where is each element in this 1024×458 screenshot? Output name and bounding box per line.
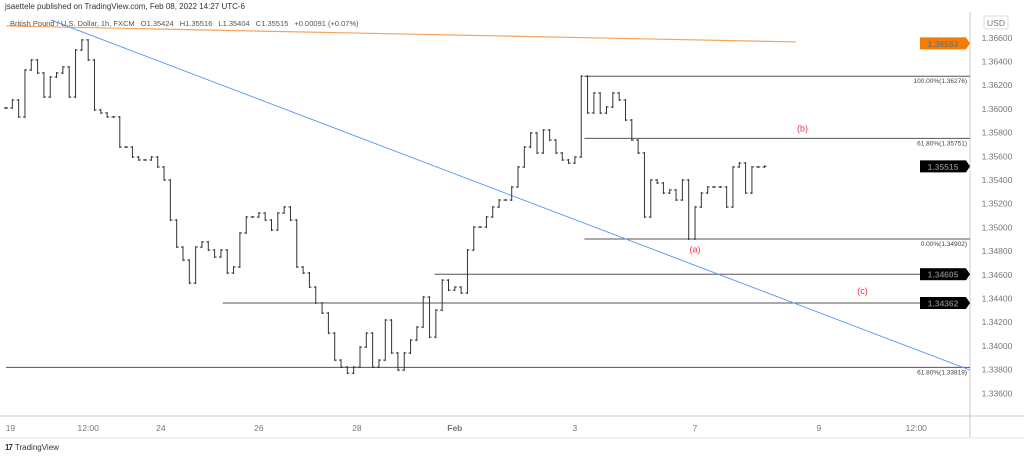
x-tick-label: 9 [817, 423, 822, 433]
currency-label: USD [987, 18, 1005, 28]
ohlc-change: +0.00091 (+0.07%) [294, 19, 359, 28]
level-label: 61.80%(1.33819) [917, 369, 967, 376]
trendline [50, 19, 971, 371]
ohlc-close: C1.35515 [255, 19, 289, 28]
y-tick-label: 1.33600 [982, 388, 1013, 398]
y-tick-label: 1.34400 [982, 294, 1013, 304]
price-label-text: 1.35515 [928, 162, 959, 172]
y-tick-label: 1.34200 [982, 317, 1013, 327]
symbol-legend: British Pound / U.S. Dollar, 1h, FXCM O1… [10, 19, 363, 28]
y-tick-label: 1.36000 [982, 104, 1013, 114]
x-tick-label: 28 [352, 423, 362, 433]
x-tick-label: 24 [156, 423, 166, 433]
publisher-credit: jsaettele published on TradingView.com, … [5, 2, 245, 11]
price-label-moving-average [920, 37, 966, 50]
x-tick-label: 3 [573, 423, 578, 433]
y-tick-label: 1.35800 [982, 128, 1013, 138]
x-tick-label: 7 [693, 423, 698, 433]
y-tick-label: 1.33800 [982, 365, 1013, 375]
wave-label: (a) [690, 244, 701, 254]
x-tick-label: 12:00 [906, 423, 928, 433]
fib-level-label: 100.00%(1.36276) [914, 78, 968, 85]
y-tick-label: 1.34600 [982, 270, 1013, 280]
price-label-level [920, 297, 966, 310]
currency-badge [983, 15, 1009, 30]
fib-level-label: 61.80%(1.35751) [917, 140, 967, 147]
y-tick-label: 1.35000 [982, 222, 1013, 232]
price-label-pointer [966, 268, 970, 281]
x-tick-label: 26 [254, 423, 264, 433]
y-tick-label: 1.35600 [982, 151, 1013, 161]
y-tick-label: 1.35400 [982, 175, 1013, 185]
tradingview-logo-icon: 17 [5, 443, 13, 452]
price-label-pointer [966, 160, 970, 173]
fib-level-label: 0.00%(1.34902) [921, 241, 967, 248]
y-tick-label: 1.36400 [982, 57, 1013, 67]
symbol-name: British Pound / U.S. Dollar, 1h, FXCM [10, 19, 135, 28]
moving-average-line [5, 25, 797, 43]
price-label-text: 1.36553 [928, 39, 959, 49]
x-tick-label: Feb [447, 423, 462, 433]
y-tick-label: 1.35200 [982, 199, 1013, 209]
y-tick-label: 1.36200 [982, 80, 1013, 90]
x-tick-label: 12:00 [78, 423, 100, 433]
price-label-text: 1.34605 [928, 270, 959, 280]
wave-label: (c) [857, 286, 868, 296]
brand-name: TradingView [14, 443, 59, 452]
price-label-level [920, 268, 966, 281]
tradingview-footer[interactable]: 17 TradingView [5, 443, 59, 452]
price-label-pointer [966, 297, 970, 310]
price-label-pointer [966, 37, 970, 50]
y-tick-label: 1.34000 [982, 341, 1013, 351]
ohlc-high: H1.35516 [179, 19, 213, 28]
y-tick-label: 1.36600 [982, 33, 1013, 43]
x-tick-label: 19 [6, 423, 16, 433]
ohlc-open: O1.35424 [140, 19, 174, 28]
y-tick-label: 1.34800 [982, 246, 1013, 256]
price-label-last-price [920, 160, 966, 173]
wave-label: (b) [797, 123, 808, 133]
ohlc-low: L1.35404 [218, 19, 250, 28]
price-label-text: 1.34362 [928, 299, 959, 309]
